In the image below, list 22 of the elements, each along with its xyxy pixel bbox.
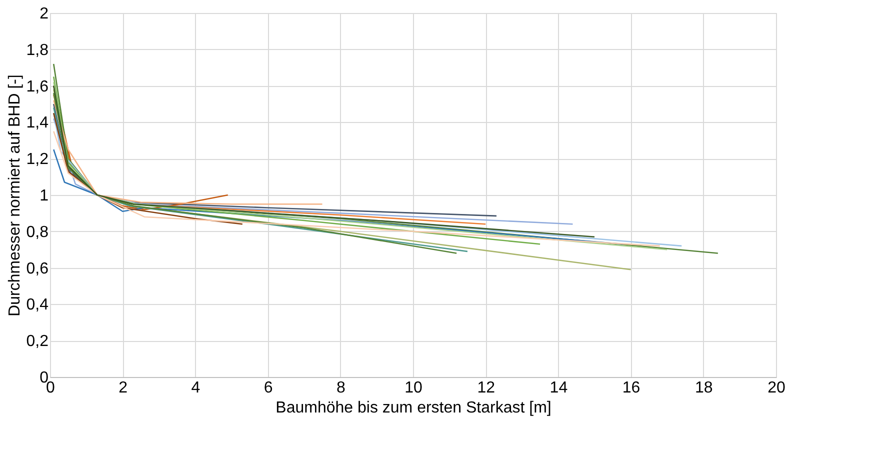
x-tick-label: 8 <box>336 380 346 396</box>
y-tick-label: 1,8 <box>26 42 49 59</box>
y-tick-label: 1,2 <box>26 151 49 168</box>
y-tick-label: 0,4 <box>26 296 49 314</box>
x-tick-label: 4 <box>191 380 200 396</box>
x-tick-label: 20 <box>768 380 786 396</box>
y-tick-label: 1,6 <box>26 78 49 96</box>
y-tick-label: 1 <box>40 188 49 204</box>
y-tick-label: 0,8 <box>26 224 49 241</box>
y-tick-label: 0,6 <box>26 260 49 278</box>
y-axis-title: Durchmesser normiert auf BHD [-] <box>6 74 24 316</box>
x-tick-label: 14 <box>550 380 568 396</box>
x-tick-label: 10 <box>404 380 422 396</box>
x-tick-label: 12 <box>477 380 496 396</box>
x-tick-label: 2 <box>118 380 128 396</box>
y-tick-label: 1,4 <box>26 114 49 132</box>
x-tick-label: 18 <box>695 380 713 396</box>
x-tick-label: 16 <box>622 380 640 396</box>
y-tick-label: 0,2 <box>26 333 49 350</box>
x-axis-title: Baumhöhe bis zum ersten Starkast [m] <box>276 400 552 416</box>
x-tick-label: 6 <box>264 380 273 396</box>
y-tick-label: 2 <box>40 6 49 22</box>
